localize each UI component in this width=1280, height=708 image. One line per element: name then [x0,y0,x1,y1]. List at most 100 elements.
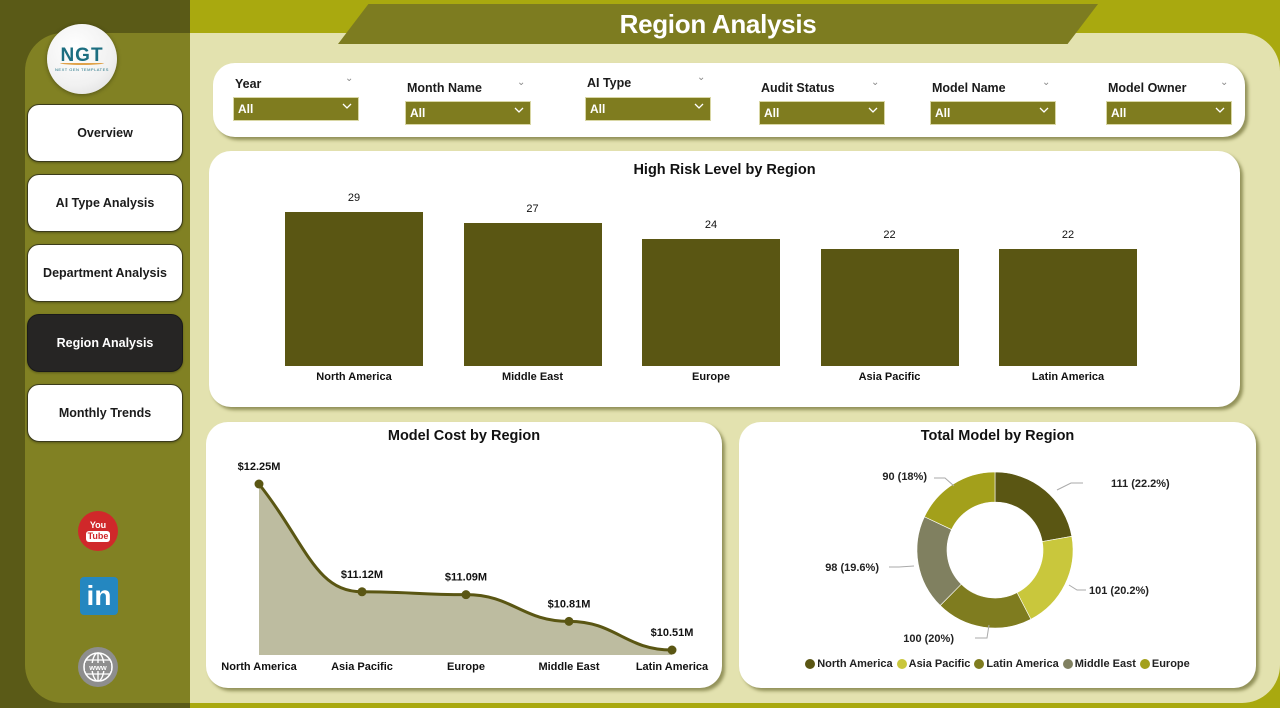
chevron-down-icon[interactable]: ⌄ [517,77,526,88]
total-model-donut-chart: Total Model by Region 111 (22.2%) 101 (20… [739,422,1256,688]
legend-item[interactable]: Europe [1139,658,1190,670]
linkedin-text: in [86,580,112,611]
nav-label: Region Analysis [56,336,154,350]
legend-dot-icon [896,659,907,669]
chevron-down-icon [868,107,878,113]
data-value-label: $10.81M [548,598,591,610]
bar[interactable] [999,249,1137,366]
x-axis-label: Asia Pacific [331,661,393,673]
bar-value-label: 22 [1061,229,1075,242]
x-axis-label: Latin America [636,661,709,673]
data-value-label: $10.51M [651,627,694,639]
slicer-label: Model Owner [1108,81,1187,95]
year-dropdown[interactable]: All [233,97,359,121]
chart-title: Model Cost by Region [387,428,541,444]
area-fill [259,484,672,655]
audit-status-dropdown[interactable]: All [759,101,885,125]
bar-category-label: North America [316,371,392,383]
chevron-down-icon [1039,107,1049,113]
ai-type-dropdown[interactable]: All [585,97,711,121]
chart-legend: North America Asia Pacific Latin America Mi… [739,658,1256,670]
filter-panel: Year ⌄ All Month Name ⌄ All AI Type ⌄ Al… [213,63,1245,137]
chevron-down-icon[interactable]: ⌄ [1042,77,1051,88]
legend-item[interactable]: Middle East [1062,658,1136,670]
slicer-label: AI Type [587,76,632,90]
legend-item[interactable]: Asia Pacific [896,658,971,670]
ngt-logo[interactable]: NGT NEXT GEN TEMPLATES [47,24,117,94]
legend-dot-icon [805,659,816,669]
chevron-down-icon [342,103,352,109]
month-name-dropdown[interactable]: All [405,101,531,125]
model-cost-area-chart: Model Cost by Region $12.25M North Americ… [206,422,722,688]
legend-item[interactable]: North America [805,658,893,670]
data-point-marker[interactable] [564,616,574,626]
bar[interactable] [642,238,780,366]
slice-value-label: 90 (18%) [882,471,927,483]
nav-ai-type-analysis-button[interactable]: AI Type Analysis [27,174,183,232]
slicer-model-owner: Model Owner ⌄ All [1106,77,1232,125]
legend-label: Middle East [1074,658,1136,670]
logo-wave-icon [60,61,104,65]
nav-overview-button[interactable]: Overview [27,104,183,162]
legend-label: Latin America [986,658,1059,670]
donut-slice[interactable] [924,471,996,530]
chevron-down-icon[interactable]: ⌄ [871,77,880,88]
leader-line [1068,584,1086,591]
chevron-down-icon [694,103,704,109]
linkedin-icon[interactable]: in [80,577,118,615]
data-point-marker[interactable] [254,479,264,489]
bar[interactable] [285,212,423,366]
slice-value-label: 111 (22.2%) [1111,478,1170,490]
bar-value-label: 24 [704,218,718,231]
nav-region-analysis-button[interactable]: Region Analysis [27,314,183,372]
globe-icon: www [83,652,113,682]
high-risk-bar-chart: High Risk Level by Region 29 North Americ… [209,151,1240,407]
chevron-down-icon [514,107,524,113]
bar-category-label: Middle East [501,371,564,383]
youtube-icon[interactable]: You Tube [78,511,118,551]
data-point-marker[interactable] [461,590,471,600]
dropdown-value: All [935,106,951,120]
slice-value-label: 100 (20%) [903,633,954,645]
bar[interactable] [820,249,959,366]
nav-label: Monthly Trends [58,406,152,420]
legend-dot-icon [1062,659,1073,669]
legend-dot-icon [974,659,985,669]
legend-item[interactable]: Latin America [974,658,1059,670]
chevron-down-icon [1215,107,1225,113]
legend-label: Asia Pacific [908,658,971,670]
model-name-dropdown[interactable]: All [930,101,1056,125]
chevron-down-icon[interactable]: ⌄ [1220,77,1229,88]
nav-department-analysis-button[interactable]: Department Analysis [27,244,183,302]
svg-text:www: www [88,663,107,672]
bar-value-label: 29 [347,192,361,204]
dropdown-value: All [590,102,606,116]
data-point-marker[interactable] [357,587,367,597]
chevron-down-icon[interactable]: ⌄ [345,73,354,84]
nav-label: Overview [77,126,133,140]
x-axis-label: Middle East [538,661,599,673]
dropdown-value: All [410,106,426,120]
page-title: Region Analysis [619,8,817,39]
nav-label: AI Type Analysis [55,196,155,210]
donut-slice[interactable] [994,471,1073,542]
bar-value-label: 22 [883,229,896,242]
youtube-text-top: You [89,519,107,530]
x-axis-label: Europe [447,661,485,673]
bar-category-label: Europe [692,371,730,383]
bar[interactable] [463,222,602,366]
nav-monthly-trends-button[interactable]: Monthly Trends [27,384,183,442]
donut-slice[interactable] [1016,536,1074,620]
chevron-down-icon[interactable]: ⌄ [697,72,706,83]
slicer-model-name: Model Name ⌄ All [930,77,1056,125]
slicer-label: Audit Status [761,81,835,95]
slicer-ai-type: AI Type ⌄ All [585,72,711,121]
slice-value-label: 98 (19.6%) [825,562,879,574]
data-value-label: $12.25M [238,461,281,473]
area-plot: $12.25M North America $11.12M Asia Pacific $… [221,461,709,673]
data-point-marker[interactable] [667,645,677,655]
leader-line [1056,482,1083,491]
dropdown-value: All [1111,106,1127,120]
model-owner-dropdown[interactable]: All [1106,101,1232,125]
website-globe-icon[interactable]: www [78,647,118,687]
